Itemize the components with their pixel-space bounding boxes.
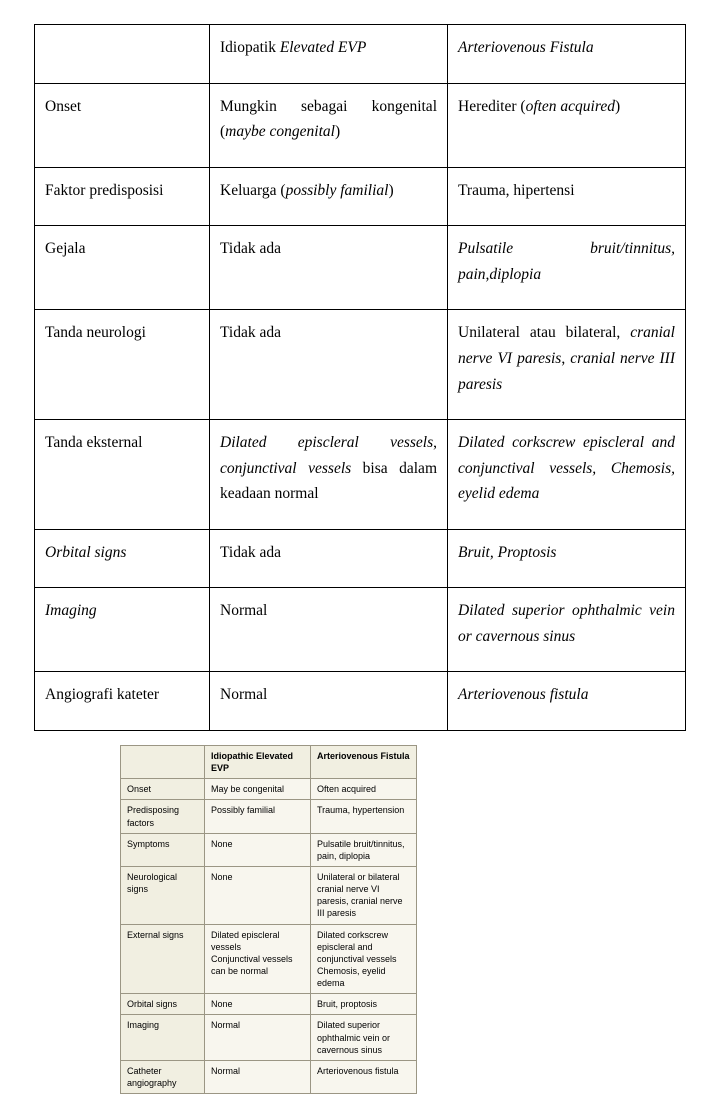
- row-label: Onset: [35, 83, 210, 167]
- table-row: Orbital signsNoneBruit, proptosis: [121, 994, 417, 1015]
- cell: Unilateral or bilateral cranial nerve VI…: [311, 866, 417, 924]
- cell: May be congenital: [205, 779, 311, 800]
- cell: Herediter (often acquired): [448, 83, 686, 167]
- row-label: Faktor predisposisi: [35, 167, 210, 226]
- cell: None: [205, 994, 311, 1015]
- text-italic: often acquired: [526, 98, 615, 115]
- table-row: Faktor predisposisi Keluarga (possibly f…: [35, 167, 686, 226]
- cell: Tidak ada: [210, 529, 448, 588]
- comparison-table: Idiopatik Elevated EVP Arteriovenous Fis…: [34, 24, 686, 731]
- cell: Tidak ada: [210, 226, 448, 310]
- table-row: Idiopathic Elevated EVP Arteriovenous Fi…: [121, 746, 417, 779]
- cell: None: [205, 833, 311, 866]
- row-label: Orbital signs: [35, 529, 210, 588]
- cell: Normal: [210, 672, 448, 731]
- row-label: Tanda eksternal: [35, 420, 210, 530]
- cell: Normal: [210, 588, 448, 672]
- text: ): [615, 98, 620, 115]
- cell: Often acquired: [311, 779, 417, 800]
- cell: Dilated corkscrew episcleral and conjunc…: [311, 924, 417, 994]
- text-italic: Orbital signs: [45, 544, 126, 561]
- text-italic: Arteriovenous fistula: [458, 686, 588, 703]
- text-italic: Elevated EVP: [280, 39, 367, 56]
- text: Idiopatik: [220, 39, 280, 56]
- text-italic: Arteriovenous Fistula: [458, 39, 594, 56]
- reference-table: Idiopathic Elevated EVP Arteriovenous Fi…: [120, 745, 417, 1094]
- cell: Dilated superior ophthalmic vein or cave…: [448, 588, 686, 672]
- cell: Pulsatile bruit/tinnitus, pain, diplopia: [311, 833, 417, 866]
- text-italic: Dilated corkscrew episcleral and conjunc…: [458, 434, 675, 502]
- row-label: Symptoms: [121, 833, 205, 866]
- row-label: Imaging: [121, 1015, 205, 1060]
- row-label: Tanda neurologi: [35, 310, 210, 420]
- cell: Mungkin sebagai kongenital (maybe congen…: [210, 83, 448, 167]
- table-row: SymptomsNonePulsatile bruit/tinnitus, pa…: [121, 833, 417, 866]
- table-row: External signsDilated episcleral vessels…: [121, 924, 417, 994]
- cell: Trauma, hipertensi: [448, 167, 686, 226]
- cell: Keluarga (possibly familial): [210, 167, 448, 226]
- table-row: Onset Mungkin sebagai kongenital (maybe …: [35, 83, 686, 167]
- cell: Dilated episcleral vessels, conjunctival…: [210, 420, 448, 530]
- text-italic: Imaging: [45, 602, 97, 619]
- header-av-fistula: Arteriovenous Fistula: [448, 25, 686, 84]
- cell: Dilated episcleral vessels Conjunctival …: [205, 924, 311, 994]
- cell: Unilateral atau bilateral, cranial nerve…: [448, 310, 686, 420]
- table-row: Predisposing factorsPossibly familialTra…: [121, 800, 417, 833]
- header-blank: [35, 25, 210, 84]
- header-av-fistula: Arteriovenous Fistula: [311, 746, 417, 779]
- table-row: Angiografi kateter Normal Arteriovenous …: [35, 672, 686, 731]
- cell: Normal: [205, 1015, 311, 1060]
- cell: Bruit, proptosis: [311, 994, 417, 1015]
- text: Herediter (: [458, 98, 526, 115]
- cell: Bruit, Proptosis: [448, 529, 686, 588]
- table-row: Tanda eksternal Dilated episcleral vesse…: [35, 420, 686, 530]
- text-italic: Dilated episcleral vessels: [220, 434, 433, 451]
- cell: Pulsatile bruit/tinnitus, pain,diplopia: [448, 226, 686, 310]
- cell: Normal: [205, 1060, 311, 1093]
- text-italic: conjunctival vessels: [220, 460, 351, 477]
- text: Keluarga (: [220, 182, 286, 199]
- text-italic: possibly familial: [286, 182, 389, 199]
- text-italic: Bruit, Proptosis: [458, 544, 556, 561]
- reference-table-wrap: Idiopathic Elevated EVP Arteriovenous Fi…: [120, 745, 416, 1094]
- table-row: Tanda neurologi Tidak ada Unilateral ata…: [35, 310, 686, 420]
- header-idiopathic: Idiopatik Elevated EVP: [210, 25, 448, 84]
- table-row: Orbital signs Tidak ada Bruit, Proptosis: [35, 529, 686, 588]
- text: Unilateral atau bilateral,: [458, 324, 630, 341]
- header-idiopathic: Idiopathic Elevated EVP: [205, 746, 311, 779]
- cell: Arteriovenous fistula: [448, 672, 686, 731]
- cell: Trauma, hypertension: [311, 800, 417, 833]
- table-row: Gejala Tidak ada Pulsatile bruit/tinnitu…: [35, 226, 686, 310]
- row-label: Angiografi kateter: [35, 672, 210, 731]
- row-label: Imaging: [35, 588, 210, 672]
- cell: Dilated corkscrew episcleral and conjunc…: [448, 420, 686, 530]
- text: ,: [561, 350, 570, 367]
- table-row: Idiopatik Elevated EVP Arteriovenous Fis…: [35, 25, 686, 84]
- row-label: Orbital signs: [121, 994, 205, 1015]
- table-row: Imaging Normal Dilated superior ophthalm…: [35, 588, 686, 672]
- row-label: Predisposing factors: [121, 800, 205, 833]
- row-label: Onset: [121, 779, 205, 800]
- table-row: ImagingNormalDilated superior ophthalmic…: [121, 1015, 417, 1060]
- table-row: Catheter angiographyNormalArteriovenous …: [121, 1060, 417, 1093]
- table-row: Neurological signsNoneUnilateral or bila…: [121, 866, 417, 924]
- table-row: OnsetMay be congenitalOften acquired: [121, 779, 417, 800]
- row-label: Catheter angiography: [121, 1060, 205, 1093]
- cell: Arteriovenous fistula: [311, 1060, 417, 1093]
- text: ): [388, 182, 393, 199]
- cell: Tidak ada: [210, 310, 448, 420]
- text-italic: Dilated superior ophthalmic vein or cave…: [458, 602, 675, 645]
- text: ): [335, 123, 340, 140]
- text-italic: maybe congenital: [225, 123, 335, 140]
- cell: Dilated superior ophthalmic vein or cave…: [311, 1015, 417, 1060]
- cell: None: [205, 866, 311, 924]
- row-label: External signs: [121, 924, 205, 994]
- text-italic: Pulsatile bruit/tinnitus, pain,diplopia: [458, 240, 675, 283]
- text: ,: [433, 434, 437, 451]
- row-label: Gejala: [35, 226, 210, 310]
- cell: Possibly familial: [205, 800, 311, 833]
- header-blank: [121, 746, 205, 779]
- row-label: Neurological signs: [121, 866, 205, 924]
